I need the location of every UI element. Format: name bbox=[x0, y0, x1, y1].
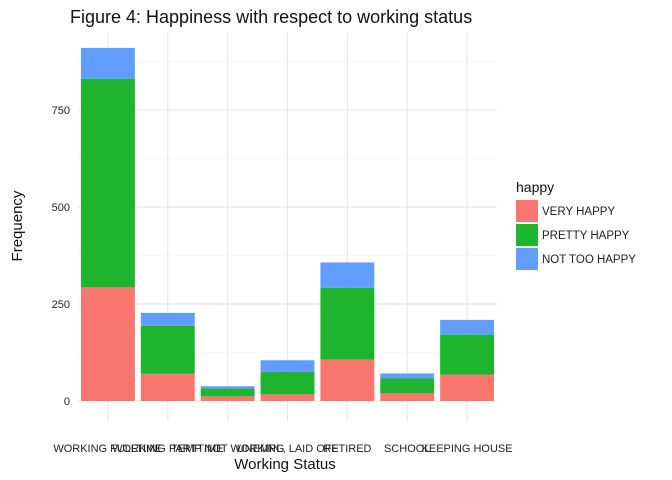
legend: happy VERY HAPPY PRETTY HAPPY NOT TOO HAPP… bbox=[516, 179, 636, 270]
y-tick-label: 750 bbox=[52, 105, 70, 117]
legend-key-not-too-happy bbox=[516, 248, 538, 270]
legend-label: PRETTY HAPPY bbox=[542, 230, 630, 242]
bars bbox=[80, 47, 495, 401]
bar-very-happy bbox=[320, 359, 375, 401]
x-axis-title: Working Status bbox=[234, 456, 335, 473]
legend-label: NOT TOO HAPPY bbox=[542, 254, 636, 266]
legend-label: VERY HAPPY bbox=[542, 206, 615, 218]
x-tick-label: WORKING FULLTIME bbox=[53, 443, 162, 455]
y-tick-label: 500 bbox=[52, 202, 70, 214]
bar-not-too-happy bbox=[440, 319, 495, 335]
y-tick-labels: 0 250 500 750 bbox=[52, 105, 70, 408]
legend-title: happy bbox=[516, 179, 554, 195]
bar-not-too-happy bbox=[320, 262, 375, 288]
y-tick-label: 250 bbox=[52, 299, 70, 311]
bar-pretty-happy bbox=[140, 325, 195, 374]
x-tick-label: WORKING PARTTIME bbox=[112, 443, 223, 455]
y-tick-label: 0 bbox=[64, 396, 70, 408]
bar-very-happy bbox=[200, 396, 255, 401]
bar-pretty-happy bbox=[80, 78, 135, 288]
bar-very-happy bbox=[80, 287, 135, 401]
bar-not-too-happy bbox=[140, 312, 195, 326]
legend-key-pretty-happy bbox=[516, 224, 538, 246]
chart-title: Figure 4: Happiness with respect to work… bbox=[70, 7, 472, 27]
bar-pretty-happy bbox=[380, 378, 435, 394]
bar-very-happy bbox=[380, 393, 435, 401]
legend-key-very-happy bbox=[516, 200, 538, 222]
bar-pretty-happy bbox=[200, 388, 255, 397]
y-axis-title: Frequency bbox=[9, 190, 26, 261]
bar-not-too-happy bbox=[260, 360, 315, 372]
bar-very-happy bbox=[140, 373, 195, 401]
bar-very-happy bbox=[440, 374, 495, 401]
bar-not-too-happy bbox=[200, 386, 255, 389]
bar-pretty-happy bbox=[320, 287, 375, 360]
bar-not-too-happy bbox=[80, 47, 135, 79]
x-tick-label: UNEMPL, LAID OFF bbox=[237, 443, 339, 455]
legend-items: VERY HAPPY PRETTY HAPPY NOT TOO HAPPY bbox=[516, 200, 636, 270]
x-tick-label: RETIRED bbox=[323, 443, 371, 455]
bar-not-too-happy bbox=[380, 373, 435, 379]
bar-very-happy bbox=[260, 394, 315, 401]
x-tick-label: KEEPING HOUSE bbox=[422, 443, 513, 455]
bar-pretty-happy bbox=[260, 371, 315, 395]
x-tick-label: TEMP NOT WORKING bbox=[171, 443, 284, 455]
bar-pretty-happy bbox=[440, 334, 495, 375]
x-tick-label: SCHOOL bbox=[384, 443, 430, 455]
